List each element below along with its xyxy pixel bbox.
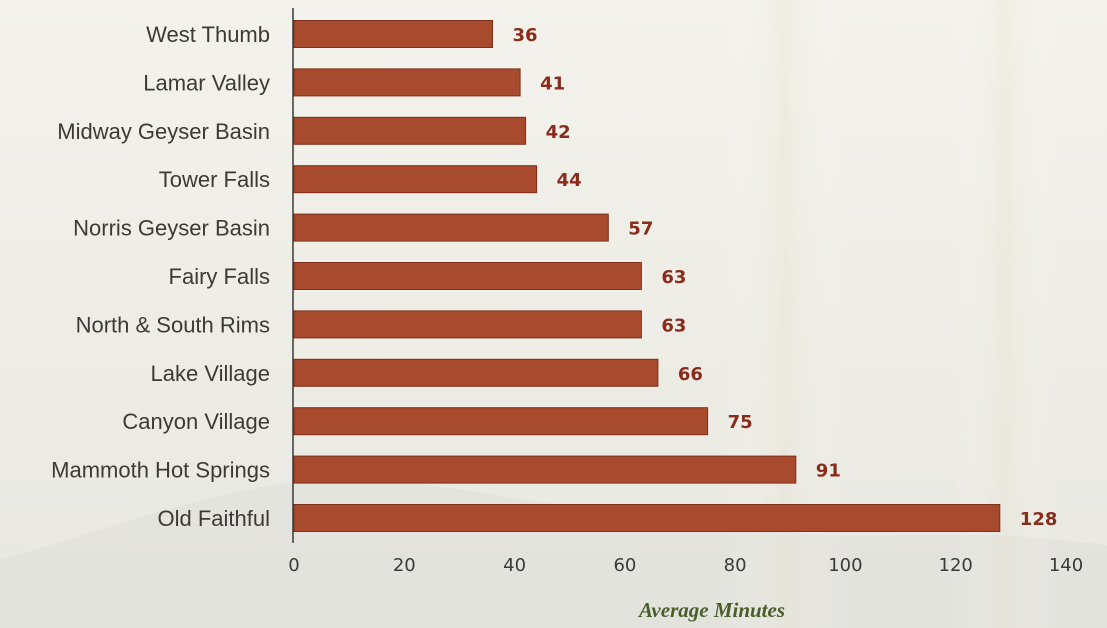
- x-tick-label: 0: [288, 555, 299, 576]
- bar: [293, 68, 521, 97]
- bars-group: [293, 20, 1001, 532]
- value-label: 41: [540, 73, 565, 94]
- bar: [293, 358, 659, 387]
- x-tick-label: 40: [503, 555, 526, 576]
- bar: [293, 504, 1001, 532]
- category-labels: West Thumb Lamar Valley Midway Geyser Basi…: [51, 22, 270, 531]
- category-label: North & South Rims: [76, 312, 270, 337]
- value-label: 44: [557, 170, 582, 191]
- value-label: 36: [513, 25, 538, 46]
- x-tick-label: 20: [393, 555, 416, 576]
- x-axis-title: Average Minutes: [637, 598, 785, 622]
- value-label: 42: [546, 122, 571, 143]
- value-label: 63: [661, 315, 686, 336]
- category-label: Norris Geyser Basin: [73, 216, 270, 241]
- category-label: Fairy Falls: [169, 264, 270, 289]
- x-tick-label: 140: [1049, 555, 1083, 576]
- value-label: 57: [628, 219, 653, 240]
- value-label: 91: [816, 461, 841, 482]
- bar: [293, 455, 797, 484]
- category-label: West Thumb: [146, 22, 270, 47]
- bar: [293, 310, 642, 339]
- bar: [293, 20, 493, 48]
- bar: [293, 262, 642, 290]
- value-label: 66: [678, 364, 703, 385]
- category-label: Lake Village: [151, 361, 270, 386]
- category-label: Old Faithful: [158, 506, 271, 531]
- category-label: Canyon Village: [122, 409, 270, 434]
- category-label: Lamar Valley: [143, 70, 270, 95]
- category-label: Midway Geyser Basin: [57, 119, 270, 144]
- bar: [293, 213, 609, 242]
- x-tick-label: 100: [828, 555, 862, 576]
- x-tick-label: 120: [939, 555, 973, 576]
- bar: [293, 407, 709, 436]
- category-label: Tower Falls: [159, 167, 270, 192]
- bar: [293, 165, 538, 194]
- x-tick-label: 80: [724, 555, 747, 576]
- value-labels: 36 41 42 44 57 63 63 66 75 91 128: [513, 25, 1058, 530]
- value-label: 128: [1020, 509, 1058, 530]
- category-label: Mammoth Hot Springs: [51, 458, 270, 483]
- x-axis-ticks: 0 20 40 60 80 100 120 140: [288, 555, 1083, 576]
- bar: [293, 116, 527, 145]
- value-label: 75: [728, 412, 753, 433]
- value-label: 63: [661, 267, 686, 288]
- x-tick-label: 60: [613, 555, 636, 576]
